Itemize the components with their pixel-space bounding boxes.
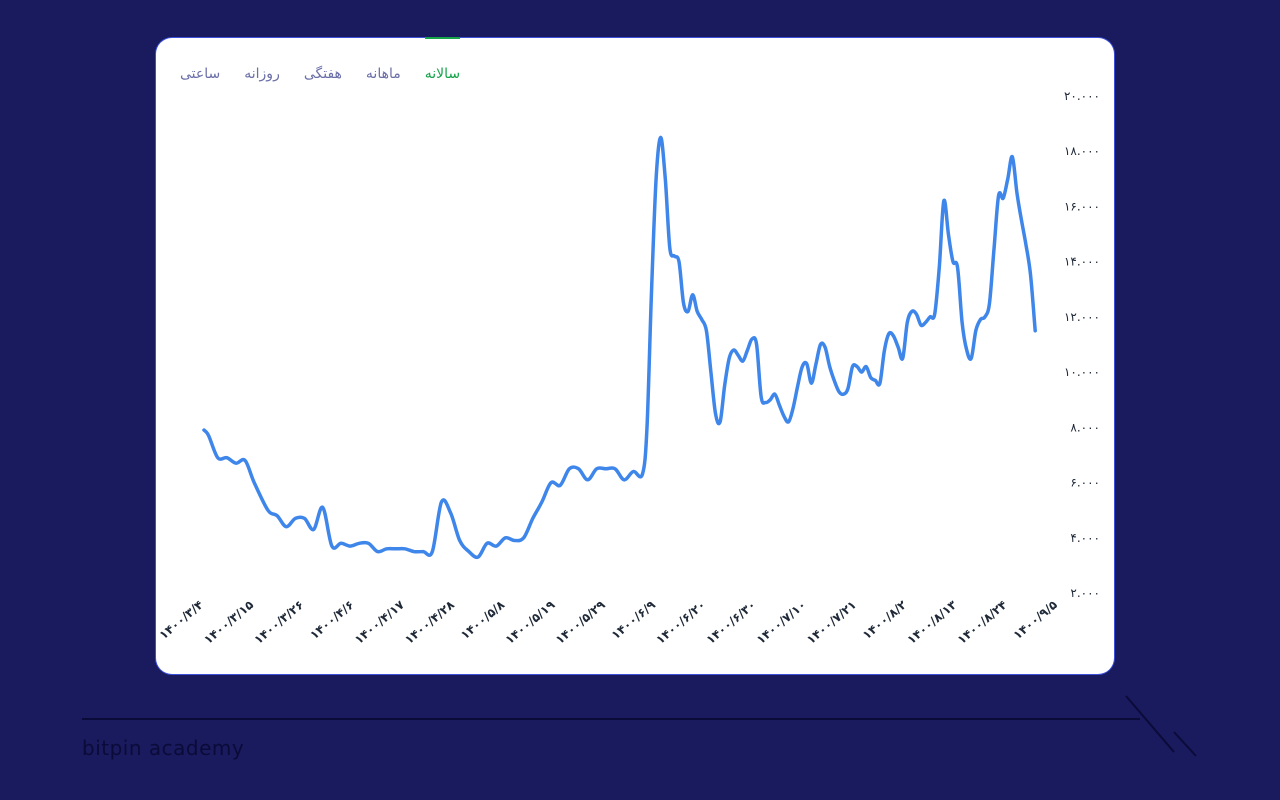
x-tick-label: ۱۴۰۰/۳/۲۶ bbox=[251, 598, 306, 647]
x-tick-label: ۱۴۰۰/۵/۲۹ bbox=[553, 597, 609, 647]
decorative-lines bbox=[1125, 695, 1197, 757]
chart-card: سالانه ماهانه هفتگی روزانه ساعتی ۲۰.۰۰۰ ۱۸.۰۰… bbox=[156, 37, 1114, 674]
x-tick-label: ۱۴۰۰/۷/۲۱ bbox=[804, 598, 859, 647]
x-tick-label: ۱۴۰۰/۳/۱۵ bbox=[201, 598, 256, 647]
tab-2[interactable]: هفتگی bbox=[303, 66, 342, 82]
y-tick-label: ۱۰.۰۰۰ bbox=[1064, 365, 1100, 379]
price-chart: ۲۰.۰۰۰ ۱۸.۰۰۰ ۱۶.۰۰۰ ۱۴.۰۰۰ ۱۲.۰۰۰ ۱۰.۰۰۰ ۸.۰۰… bbox=[157, 89, 1100, 647]
footer-divider bbox=[82, 718, 1140, 720]
x-tick-label: ۱۴۰۰/۸/۲ bbox=[860, 597, 910, 642]
y-tick-label: ۴.۰۰۰ bbox=[1070, 531, 1100, 545]
x-tick-label: ۱۴۰۰/۹/۵ bbox=[1011, 598, 1060, 643]
x-tick-label: ۱۴۰۰/۶/۲۰ bbox=[653, 598, 708, 647]
y-tick-label: ۱۲.۰۰۰ bbox=[1064, 310, 1100, 324]
y-tick-label: ۶.۰۰۰ bbox=[1070, 476, 1100, 490]
tab-3[interactable]: روزانه bbox=[244, 66, 280, 82]
x-tick-label: ۱۴۰۰/۸/۲۴ bbox=[955, 598, 1010, 647]
y-tick-label: ۲.۰۰۰ bbox=[1070, 586, 1100, 600]
y-tick-label: ۱۶.۰۰۰ bbox=[1064, 199, 1100, 213]
x-tick-label: ۱۴۰۰/۴/۱۷ bbox=[352, 597, 408, 647]
x-tick-label: ۱۴۰۰/۷/۱۰ bbox=[754, 598, 809, 647]
series-line-0 bbox=[202, 135, 1037, 560]
y-tick-label: ۱۸.۰۰۰ bbox=[1064, 144, 1100, 158]
x-tick-label: ۱۴۰۰/۵/۸ bbox=[458, 597, 508, 642]
x-tick-label: ۱۴۰۰/۴/۲۸ bbox=[402, 597, 458, 647]
tab-4[interactable]: ساعتی bbox=[180, 66, 221, 82]
y-tick-label: ۸.۰۰۰ bbox=[1070, 420, 1100, 434]
y-tick-label: ۱۴.۰۰۰ bbox=[1064, 255, 1100, 269]
x-tick-label: ۱۴۰۰/۵/۱۹ bbox=[503, 597, 559, 647]
y-tick-label: ۲۰.۰۰۰ bbox=[1064, 89, 1100, 103]
x-tick-label: ۱۴۰۰/۴/۶ bbox=[307, 598, 356, 643]
x-tick-label: ۱۴۰۰/۶/۹ bbox=[609, 597, 659, 642]
tab-0[interactable]: سالانه bbox=[424, 37, 461, 82]
brand-label: bitpin academy bbox=[82, 736, 245, 760]
timeframe-tabs: سالانه ماهانه هفتگی روزانه ساعتی bbox=[180, 37, 461, 82]
x-tick-label: ۱۴۰۰/۳/۴ bbox=[157, 598, 206, 643]
tab-1[interactable]: ماهانه bbox=[365, 66, 401, 82]
x-tick-label: ۱۴۰۰/۸/۱۳ bbox=[904, 597, 960, 647]
x-tick-label: ۱۴۰۰/۶/۳۰ bbox=[704, 598, 759, 647]
